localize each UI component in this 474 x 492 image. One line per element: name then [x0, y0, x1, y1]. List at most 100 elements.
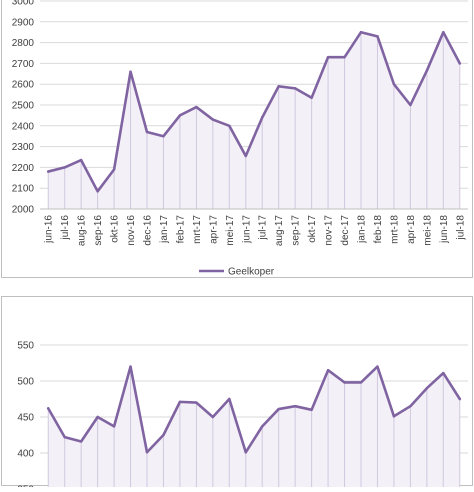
- y-tick-label: 400: [17, 449, 34, 460]
- y-tick-label: 2200: [12, 163, 35, 174]
- data-point: [244, 154, 247, 158]
- data-point: [409, 103, 412, 107]
- y-tick-label: 350: [17, 485, 34, 488]
- x-tick-label: dec-17: [340, 215, 351, 246]
- data-point: [261, 425, 264, 428]
- data-point: [409, 405, 412, 408]
- y-tick-label: 3000: [12, 0, 35, 8]
- y-tick-label: 2900: [12, 17, 35, 28]
- x-tick-label: mrt-18: [389, 215, 400, 244]
- data-point: [195, 401, 198, 404]
- data-point: [343, 381, 346, 384]
- data-point: [442, 371, 445, 375]
- x-tick-label: mei-18: [422, 215, 433, 246]
- chart-panel-geelkoper: 2000 2100 2200 2300 2400 2500 2600 2700 2800 2900…: [1, 0, 473, 278]
- x-tick-label: nov-17: [324, 215, 335, 246]
- x-tick-label: mrt-17: [192, 215, 203, 244]
- y-tick-label: 500: [17, 377, 34, 388]
- data-point: [79, 158, 83, 162]
- data-point: [261, 116, 264, 119]
- data-point: [162, 135, 165, 138]
- x-tick-label: jun-18: [439, 215, 450, 244]
- y-tick-label: 450: [17, 413, 34, 424]
- data-point: [458, 397, 461, 401]
- data-point: [211, 118, 215, 121]
- data-point: [376, 365, 379, 368]
- data-point: [293, 405, 297, 408]
- data-point: [359, 381, 363, 384]
- data-point: [112, 425, 116, 428]
- data-point: [310, 408, 313, 411]
- x-tick-label: okt-16: [110, 215, 121, 243]
- data-point: [195, 105, 198, 109]
- data-point: [129, 365, 132, 368]
- legend: Geelkoper: [199, 267, 275, 278]
- data-point: [63, 166, 66, 169]
- data-point: [96, 415, 99, 419]
- x-tick-label: jul-18: [455, 215, 466, 241]
- data-point: [47, 170, 50, 173]
- data-point: [63, 435, 66, 439]
- data-point: [228, 397, 231, 401]
- y-tick-label: 2100: [12, 184, 35, 195]
- data-point: [293, 87, 297, 90]
- x-tick-label: jul-17: [258, 215, 269, 241]
- y-tick-label: 2800: [12, 38, 35, 49]
- x-tick-label: jun-16: [44, 215, 55, 244]
- data-point: [392, 83, 396, 86]
- y-tick-label: 2300: [12, 142, 35, 153]
- data-point: [162, 433, 165, 437]
- legend-label: Geelkoper: [228, 267, 275, 278]
- data-point: [145, 130, 149, 134]
- x-tick-label: jul-16: [60, 215, 71, 241]
- data-point: [376, 35, 379, 38]
- y-tick-label: 2500: [12, 101, 35, 112]
- area-fill: [48, 366, 460, 489]
- data-point: [228, 124, 231, 127]
- data-point: [211, 415, 215, 419]
- x-tick-label: apr-17: [208, 215, 219, 244]
- data-point: [129, 70, 132, 73]
- x-tick-label: nov-16: [126, 215, 137, 246]
- data-point: [277, 407, 280, 411]
- data-point: [310, 96, 313, 99]
- data-point: [112, 168, 116, 171]
- data-point: [326, 369, 330, 372]
- line-chart-second: 350 400 450 500 550: [17, 341, 468, 492]
- data-point: [79, 440, 83, 443]
- series-line: [46, 30, 462, 193]
- data-point: [178, 114, 182, 117]
- y-tick-label: 2400: [12, 121, 35, 132]
- x-tick-label: okt-17: [307, 215, 318, 243]
- x-tick-label: aug-17: [274, 215, 285, 247]
- data-point: [359, 31, 363, 34]
- x-tick-label: feb-18: [373, 215, 384, 244]
- data-point: [244, 451, 247, 454]
- x-tick-label: sep-16: [93, 215, 104, 246]
- x-tick-label: dec-16: [143, 215, 154, 246]
- x-tick-label: feb-17: [175, 215, 186, 244]
- chart-panel-second: 350 400 450 500 550: [1, 296, 473, 492]
- area-fill: [48, 32, 460, 210]
- x-tick-label: jan-17: [159, 215, 170, 244]
- data-point: [96, 190, 99, 193]
- line-chart-geelkoper: 2000 2100 2200 2300 2400 2500 2600 2700 2800 2900…: [12, 0, 468, 278]
- y-tick-label: 2700: [12, 59, 35, 70]
- x-tick-label: aug-16: [77, 215, 88, 247]
- data-point: [392, 415, 396, 418]
- data-point: [343, 55, 346, 59]
- x-tick-label: apr-18: [406, 215, 417, 244]
- x-tick-label: sep-17: [291, 215, 302, 246]
- data-point: [178, 400, 182, 404]
- data-point: [442, 31, 445, 34]
- y-tick-label: 550: [17, 341, 34, 352]
- data-point: [277, 85, 280, 88]
- series-line: [46, 365, 462, 454]
- data-point: [458, 62, 461, 65]
- data-point: [326, 55, 330, 59]
- data-point: [145, 451, 149, 454]
- data-point: [425, 387, 429, 390]
- x-tick-label: mei-17: [225, 215, 236, 246]
- y-tick-label: 2000: [12, 205, 35, 216]
- data-point: [425, 69, 429, 72]
